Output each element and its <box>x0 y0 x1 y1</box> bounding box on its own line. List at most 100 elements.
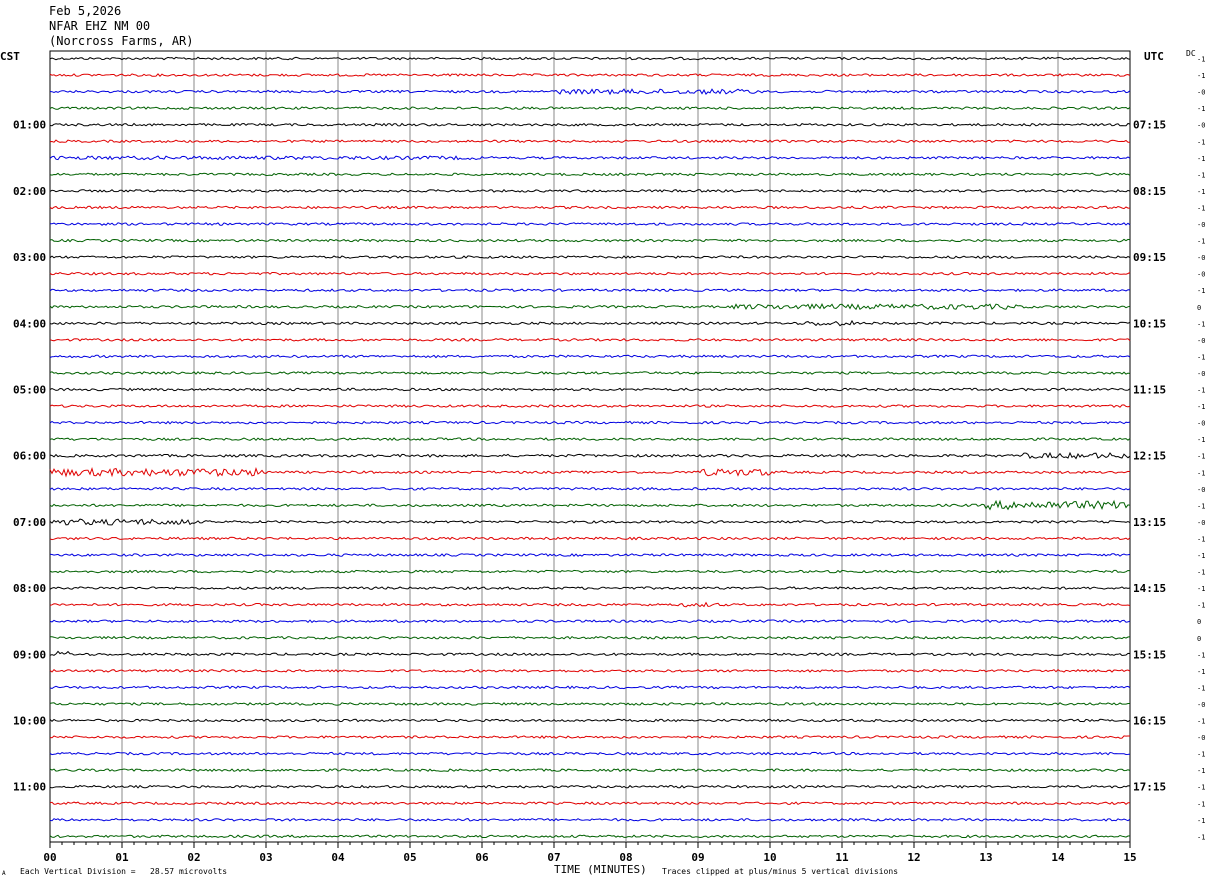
seismic-trace <box>49 288 1131 293</box>
dc-offset-label: -1 <box>1197 387 1205 395</box>
seismic-trace <box>49 106 1131 110</box>
footer-scale: Each Vertical Division = 28.57 microvolt… <box>20 867 228 876</box>
dc-label: DC <box>1186 49 1196 58</box>
dc-offset-label: 0 <box>1197 304 1201 312</box>
dc-offset-label: -1 <box>1197 800 1205 808</box>
dc-offset-label: -1 <box>1197 238 1205 246</box>
seismic-trace <box>49 139 1131 144</box>
dc-offset-label: -0 <box>1197 701 1205 709</box>
dc-offset-label: -0 <box>1197 89 1205 97</box>
dc-offset-label: -1 <box>1197 784 1205 792</box>
x-tick-label: 12 <box>907 851 920 864</box>
dc-offset-label: -1 <box>1197 718 1205 726</box>
seismic-trace <box>49 222 1131 226</box>
seismic-trace <box>49 751 1131 756</box>
x-tick-label: 15 <box>1123 851 1136 864</box>
right-time-label: 13:15 <box>1133 516 1166 529</box>
seismic-trace <box>49 635 1131 640</box>
dc-offset-label: -1 <box>1197 204 1205 212</box>
x-tick-label: 00 <box>43 851 56 864</box>
left-time-label: 06:00 <box>13 450 46 463</box>
header-location: (Norcross Farms, AR) <box>49 34 194 48</box>
dc-offset-label: -1 <box>1197 469 1205 477</box>
x-tick-label: 05 <box>403 851 416 864</box>
seismic-trace <box>49 155 1131 161</box>
seismic-trace <box>49 536 1131 541</box>
dc-offset-label: -1 <box>1197 353 1205 361</box>
seismic-trace <box>49 420 1131 425</box>
right-time-label: 16:15 <box>1133 715 1166 728</box>
x-tick-label: 08 <box>619 851 632 864</box>
x-tick-label: 11 <box>835 851 849 864</box>
seismic-trace <box>49 801 1131 806</box>
left-axis-label: CST <box>0 50 20 63</box>
dc-offset-label: -1 <box>1197 155 1205 163</box>
x-tick-label: 04 <box>331 851 345 864</box>
seismic-trace <box>49 387 1131 392</box>
left-time-label: 09:00 <box>13 648 46 661</box>
x-tick-label: 10 <box>763 851 776 864</box>
seismic-trace <box>49 586 1131 590</box>
x-tick-label: 14 <box>1051 851 1065 864</box>
dc-offset-label: -0 <box>1197 486 1205 494</box>
left-time-label: 11:00 <box>13 781 46 794</box>
x-axis-label: TIME (MINUTES) <box>554 863 647 876</box>
dc-offset-label: -1 <box>1197 817 1205 825</box>
dc-offset-label: -1 <box>1197 436 1205 444</box>
right-axis-label: UTC <box>1144 50 1164 63</box>
seismic-trace <box>49 553 1131 557</box>
seismic-trace <box>49 784 1131 789</box>
dc-offset-label: -1 <box>1197 833 1205 841</box>
right-time-label: 14:15 <box>1133 582 1166 595</box>
header-station: NFAR EHZ NM 00 <box>49 19 151 33</box>
right-time-label: 17:15 <box>1133 781 1166 794</box>
dc-offset-label: -1 <box>1197 171 1205 179</box>
x-tick-label: 07 <box>547 851 560 864</box>
right-time-label: 11:15 <box>1133 384 1166 397</box>
dc-offset-label: -0 <box>1197 122 1205 130</box>
seismic-trace <box>49 205 1130 210</box>
seismic-trace <box>49 669 1131 673</box>
dc-offset-label: -1 <box>1197 188 1205 196</box>
seismic-trace <box>49 466 1131 478</box>
right-time-label: 07:15 <box>1133 119 1166 132</box>
dc-offset-label: -0 <box>1197 370 1205 378</box>
dc-offset-label: -1 <box>1197 72 1205 80</box>
footer-clip-note: Traces clipped at plus/minus 5 vertical … <box>662 867 899 876</box>
seismic-trace <box>49 518 1131 526</box>
seismic-trace <box>49 354 1131 359</box>
seismic-trace <box>49 718 1131 723</box>
left-time-label: 10:00 <box>13 715 46 728</box>
dc-offset-label: -1 <box>1197 602 1205 610</box>
dc-offset-label: -1 <box>1197 552 1205 560</box>
seismic-trace <box>49 122 1131 127</box>
right-time-label: 10:15 <box>1133 317 1166 330</box>
dc-offset-label: -0 <box>1197 519 1205 527</box>
dc-offset-label: -0 <box>1197 254 1205 262</box>
dc-offset-label: -1 <box>1197 453 1205 461</box>
seismic-trace <box>49 486 1131 491</box>
right-time-label: 12:15 <box>1133 450 1166 463</box>
left-time-label: 08:00 <box>13 582 46 595</box>
seismic-trace <box>49 834 1131 839</box>
x-tick-label: 03 <box>259 851 272 864</box>
seismic-trace <box>49 319 1131 327</box>
seismic-trace <box>49 271 1131 276</box>
x-tick-label: 01 <box>115 851 129 864</box>
seismic-trace <box>49 172 1131 177</box>
seismic-trace <box>49 88 1131 96</box>
seismic-trace <box>49 371 1131 375</box>
dc-offset-label: -1 <box>1197 403 1205 411</box>
seismic-trace <box>49 73 1131 77</box>
corner-mark: A <box>2 870 6 877</box>
left-time-label: 07:00 <box>13 516 46 529</box>
seismic-trace <box>49 601 1131 608</box>
dc-offset-label: -1 <box>1197 56 1205 64</box>
seismic-trace <box>49 735 1130 739</box>
left-time-label: 04:00 <box>13 317 46 330</box>
dc-offset-label: -1 <box>1197 585 1205 593</box>
seismic-trace <box>49 650 1131 657</box>
seismic-trace <box>49 404 1131 408</box>
x-tick-label: 06 <box>475 851 489 864</box>
